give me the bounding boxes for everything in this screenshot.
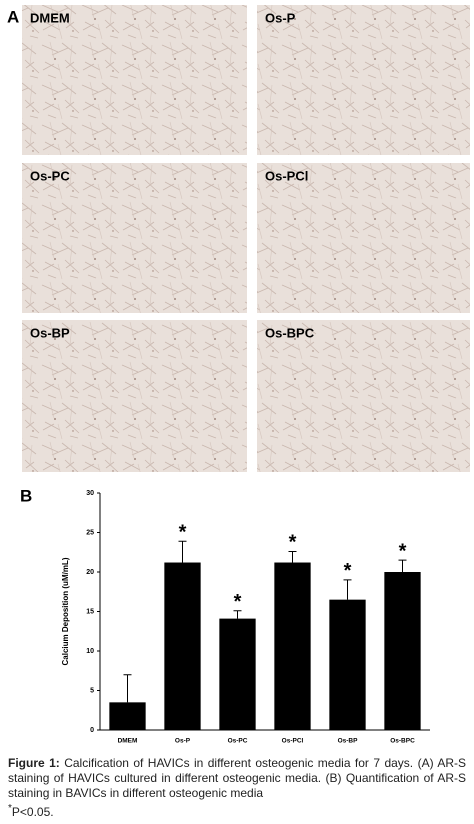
error-bar (343, 579, 352, 600)
error-bar (288, 550, 297, 563)
micrograph (257, 320, 470, 472)
significance-mark: * (179, 521, 187, 543)
panel-letter: B (20, 486, 32, 505)
significance-mark: * (399, 540, 407, 562)
y-tick-label: 10 (86, 648, 94, 655)
micrograph-grid: DMEM Os-P Os-PC Os-PCl Os-BP Os-BPC (22, 5, 470, 472)
micrograph (257, 5, 470, 155)
significance-mark: * (234, 591, 242, 613)
caption-label: Figure 1: (8, 756, 60, 770)
error-bar (398, 559, 407, 572)
error-bar (123, 674, 132, 703)
bar (274, 562, 311, 730)
bar (109, 702, 146, 730)
y-tick-label: 5 (90, 687, 94, 694)
significance-mark: * (289, 532, 297, 554)
y-tick-label: 0 (90, 727, 94, 734)
micrograph (257, 163, 470, 313)
x-tick-label: Os-PCl (282, 738, 304, 745)
x-tick-label: Os-BPC (390, 738, 415, 745)
y-axis-label: Calcium Deposition (uM/mL) (61, 557, 70, 665)
bar (384, 572, 421, 730)
micrograph (22, 163, 247, 313)
note: P<0.05. (11, 805, 54, 819)
panel-letter: A (7, 7, 19, 26)
image-label: Os-BP (30, 325, 70, 340)
x-tick-label: DMEM (118, 738, 138, 745)
bar-chart: 0 5 10 15 20 25 30 Calcium Deposition (uM/mL) DM… (61, 490, 430, 745)
caption-text: Calcification of HAVICs in different ost… (8, 756, 467, 800)
bar (219, 618, 256, 730)
y-tick-label: 25 (86, 529, 94, 536)
error-bar (233, 610, 242, 619)
y-tick-label: 15 (86, 608, 94, 615)
caption: Figure 1: Calcification of HAVICs in dif… (8, 756, 466, 820)
bar (164, 562, 201, 730)
significance-mark: * (344, 560, 352, 582)
micrograph (22, 320, 247, 472)
x-tick-label: Os-P (175, 738, 191, 745)
note-mark: * (8, 803, 12, 814)
x-tick-label: Os-PC (228, 738, 248, 745)
y-tick-label: 30 (86, 490, 94, 497)
x-tick-label: Os-BP (338, 738, 359, 745)
error-bar (178, 540, 187, 563)
image-label: Os-BPC (265, 325, 315, 340)
bar (329, 599, 366, 730)
image-label: Os-PCl (265, 168, 308, 183)
image-label: DMEM (30, 10, 70, 25)
image-label: Os-PC (30, 168, 70, 183)
micrograph (22, 5, 247, 155)
figure: A B DMEM Os-P Os-PC Os-PCl Os-BP Os-BPC 0 5 10 1… (7, 5, 470, 745)
image-label: Os-P (265, 10, 296, 25)
y-tick-label: 20 (86, 569, 94, 576)
